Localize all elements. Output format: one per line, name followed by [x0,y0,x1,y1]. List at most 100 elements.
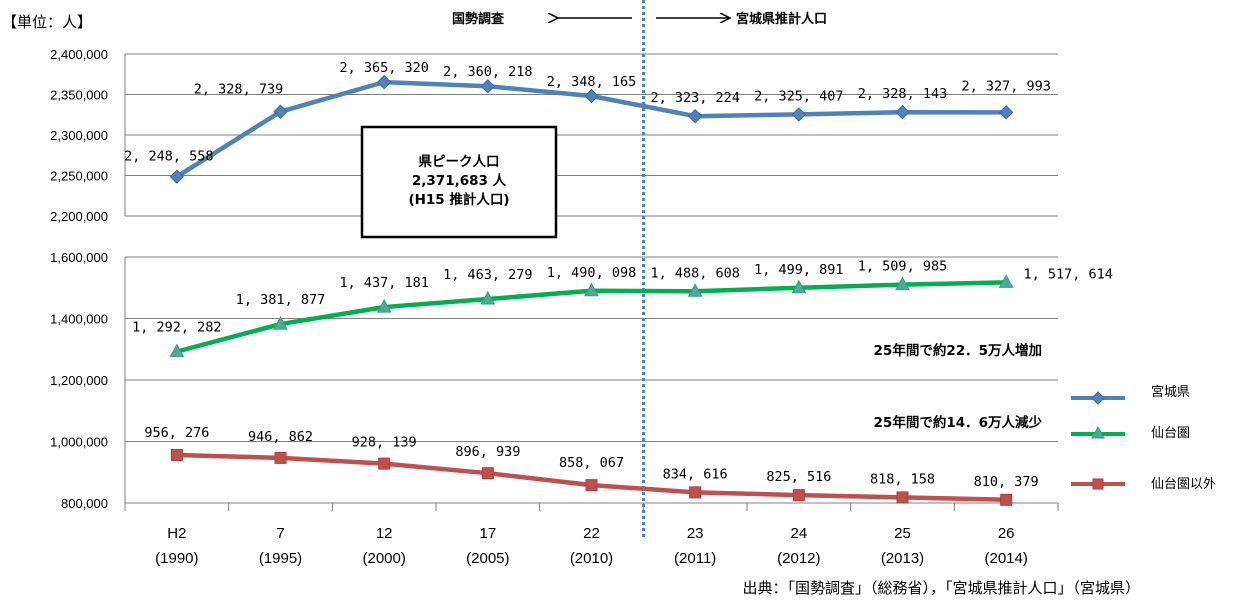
data-point-2-6 [792,489,805,502]
data-point-2-5 [689,486,702,499]
data-point-0-8 [998,105,1014,120]
y-tick-upper: 2,300,000 [50,128,108,143]
data-label-1-7: 1, 509, 985 [858,259,947,275]
x-category-label: H2 [167,525,186,542]
x-category-label: 12 [376,525,393,542]
data-label-2-7: 818, 158 [870,471,935,487]
data-point-1-0 [169,343,185,358]
legend-item-outside: 仙台圏以外 [1071,477,1216,492]
data-label-0-2: 2, 365, 320 [339,60,428,76]
data-point-0-3 [480,79,496,94]
data-point-1-8 [998,274,1014,288]
annotation-increase: 25年間で約22．5万人増加 [874,342,1042,359]
data-labels-layer: 2, 248, 558 2, 328, 739 2, 365, 320 2, 360,… [124,60,1113,490]
x-category-label: 24 [790,525,807,542]
upper-axis-ticks: 2,200,000 2,250,000 2,300,000 2,350,000 2,40… [50,47,108,224]
y-tick-lower: 1,400,000 [50,312,108,327]
data-point-2-3 [481,467,494,480]
legend-label-sendai: 仙台圏 [1151,426,1190,441]
data-label-1-5: 1, 488, 608 [650,265,739,281]
x-category-label: 23 [687,525,704,542]
data-label-1-6: 1, 499, 891 [754,262,843,278]
y-tick-lower: 800,000 [61,496,108,511]
legend: 宮城県 仙台圏 仙台圏以外 [1071,384,1216,492]
y-tick-upper: 2,200,000 [50,209,108,224]
data-label-0-1: 2, 328, 739 [194,82,283,98]
data-point-0-5 [687,108,703,124]
data-point-2-2 [378,457,391,470]
data-point-0-2 [376,74,392,90]
peak-box-title: 県ピーク人口 [419,154,500,170]
data-label-2-6: 825, 516 [766,469,831,485]
y-tick-upper: 2,250,000 [50,169,108,184]
x-category-year: (2010) [570,550,613,567]
data-point-1-2 [376,299,392,313]
data-label-1-4: 1, 490, 098 [547,265,636,281]
data-label-1-8: 1, 517, 614 [1023,266,1112,282]
data-label-0-0: 2, 248, 558 [124,149,213,165]
y-tick-lower: 1,000,000 [50,435,108,450]
x-category-year: (2000) [362,550,405,567]
peak-box-value: 2,371,683 人 [412,173,507,189]
data-point-0-0 [169,169,185,184]
data-label-0-6: 2, 325, 407 [754,88,843,104]
data-point-2-0 [170,448,183,461]
data-point-1-4 [584,282,599,297]
lower-axis-ticks: 800,000 1,000,000 1,200,000 1,400,000 1,600,… [50,250,108,511]
data-label-0-3: 2, 360, 218 [443,64,532,80]
unit-label: 【単位：人】 [2,13,92,31]
y-tick-upper: 2,400,000 [50,47,108,62]
data-point-0-7 [895,104,910,120]
header-estimate-label: 宮城県推計人口 [736,11,827,27]
x-category-label: 25 [894,525,911,542]
data-point-0-1 [273,104,288,119]
x-category-year: (1990) [155,550,198,567]
data-point-2-4 [585,479,598,492]
x-category-label: 7 [276,525,284,542]
x-category-label: 26 [998,525,1015,542]
data-label-0-7: 2, 328, 143 [858,86,947,102]
data-point-2-8 [1000,493,1013,506]
data-point-1-6 [791,279,807,294]
data-point-1-5 [687,283,703,297]
legend-item-miyagi: 宮城県 [1071,384,1190,405]
data-label-2-4: 858, 067 [559,455,624,471]
x-category-year: (2011) [674,550,716,567]
x-category-label: 17 [479,525,496,542]
category-labels: H2 (1990) 7 (1995) 12 (2000) 17 (2005) 22 (2010) 2… [155,525,1028,567]
data-label-2-0: 956, 276 [144,425,209,441]
data-label-2-2: 928, 139 [352,435,417,451]
data-label-0-8: 2, 327, 993 [961,78,1050,94]
data-label-2-3: 896, 939 [455,444,520,460]
data-point-2-1 [274,451,287,464]
data-label-1-1: 1, 381, 877 [236,292,325,308]
data-label-2-8: 810, 379 [974,474,1039,490]
data-point-0-6 [791,107,807,122]
legend-marker-outside [1092,478,1104,490]
data-point-1-3 [480,290,496,305]
data-label-0-4: 2, 348, 165 [547,74,636,90]
legend-label-outside: 仙台圏以外 [1151,477,1216,492]
data-label-1-3: 1, 463, 279 [443,267,532,283]
data-label-0-5: 2, 323, 224 [650,90,739,106]
data-point-1-1 [273,316,288,330]
legend-marker-miyagi [1091,391,1105,405]
data-label-2-1: 946, 862 [248,429,313,445]
series-layer [169,74,1014,506]
x-category-label: 22 [583,525,600,542]
y-tick-upper: 2,350,000 [50,88,108,103]
annotation-decrease: 25年間で約14．6万人減少 [874,414,1043,431]
x-category-year: (2012) [777,550,820,567]
data-point-2-7 [896,491,909,504]
peak-box: 県ピーク人口 2,371,683 人 (H15 推計人口) [360,125,558,239]
x-category-year: (1995) [259,550,302,567]
header-census-label: 国勢調査 [452,11,505,27]
data-label-2-5: 834, 616 [663,466,728,482]
y-tick-lower: 1,600,000 [50,250,108,265]
data-label-1-0: 1, 292, 282 [132,320,221,336]
x-category-year: (2005) [466,550,509,567]
data-point-0-4 [584,88,599,104]
legend-item-sendai: 仙台圏 [1071,425,1190,441]
x-category-year: (2014) [984,550,1027,567]
